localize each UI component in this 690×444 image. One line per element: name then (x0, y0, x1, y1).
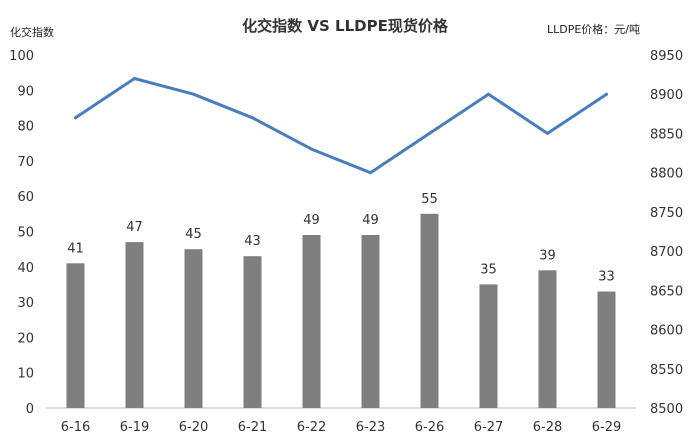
bar-value-label: 33 (598, 270, 615, 285)
price-point-6-23 (369, 171, 372, 175)
right-y-tick-label: 8500 (650, 402, 683, 417)
bar-6-19 (125, 242, 144, 408)
right-axis-title: LLDPE价格：元/吨 (547, 22, 640, 36)
left-y-tick-label: 50 (17, 226, 34, 241)
price-point-6-29 (605, 92, 608, 96)
bar-6-20 (184, 249, 203, 408)
left-y-tick-label: 80 (17, 120, 34, 135)
x-tick-label: 6-21 (238, 420, 268, 435)
bar-6-28 (538, 270, 557, 408)
price-line-group (74, 77, 608, 175)
bar-value-label: 55 (421, 192, 438, 207)
left-axis-title: 化交指数 (10, 25, 54, 39)
x-tick-labels: 6-16 6-19 6-20 6-21 6-22 6-23 6-26 6-27 6-28 6-29 (61, 420, 622, 435)
right-y-tick-label: 8650 (650, 284, 683, 299)
bars-group (66, 213, 616, 408)
bar-6-16 (66, 263, 85, 408)
bar-value-label: 45 (185, 227, 202, 242)
bar-6-29 (597, 291, 616, 408)
bar-value-label: 35 (480, 262, 497, 277)
x-tick-label: 6-26 (415, 420, 445, 435)
price-point-6-19 (133, 77, 136, 80)
price-point-6-22 (310, 147, 313, 151)
bar-value-label: 43 (244, 234, 261, 249)
left-y-tick-label: 60 (17, 190, 34, 205)
right-y-tick-label: 8750 (650, 206, 683, 221)
x-tick-label: 6-22 (297, 420, 327, 435)
price-point-6-26 (428, 131, 431, 135)
bar-value-label: 49 (362, 213, 379, 228)
right-y-tick-label: 8900 (650, 88, 683, 103)
price-point-6-28 (546, 131, 549, 135)
x-tick-label: 6-28 (533, 420, 563, 435)
left-y-tick-label: 40 (17, 261, 34, 276)
x-tick-label: 6-16 (61, 420, 91, 435)
left-y-tick-label: 10 (17, 367, 34, 382)
x-tick-label: 6-27 (474, 420, 504, 435)
bar-6-21 (243, 256, 262, 408)
price-point-6-20 (192, 92, 195, 96)
left-y-tick-label: 20 (17, 331, 34, 346)
left-y-tick-label: 100 (9, 49, 34, 64)
left-y-tick-label: 30 (17, 296, 34, 311)
right-y-tick-labels: 8500 8550 8600 8650 8700 8750 8800 8850 8900 8950 (650, 49, 683, 417)
right-y-tick-label: 8700 (650, 245, 683, 260)
bar-6-22 (302, 235, 321, 408)
bar-6-23 (361, 235, 380, 408)
bar-value-label: 41 (67, 241, 84, 256)
bar-6-27 (479, 284, 498, 408)
right-y-tick-label: 8550 (650, 363, 683, 378)
price-point-6-16 (74, 116, 77, 120)
right-y-tick-label: 8950 (650, 49, 683, 64)
price-point-6-21 (251, 116, 254, 120)
left-y-tick-label: 70 (17, 155, 34, 170)
bar-labels-group: 41 47 45 43 49 49 55 35 39 33 (67, 192, 615, 285)
bar-value-label: 47 (126, 220, 143, 235)
right-y-tick-label: 8800 (650, 167, 683, 182)
right-y-tick-label: 8600 (650, 324, 683, 339)
bar-6-26 (420, 213, 439, 408)
price-line (74, 77, 608, 175)
left-y-tick-label: 90 (17, 84, 34, 99)
x-tick-label: 6-20 (179, 420, 209, 435)
bar-value-label: 39 (539, 248, 556, 263)
price-point-6-27 (487, 92, 490, 96)
left-y-tick-labels: 0 10 20 30 40 50 60 70 80 90 100 (9, 49, 34, 417)
left-y-tick-label: 0 (26, 402, 34, 417)
bar-value-label: 49 (303, 213, 320, 228)
x-tick-label: 6-19 (120, 420, 150, 435)
x-tick-label: 6-29 (592, 420, 622, 435)
x-tick-label: 6-23 (356, 420, 386, 435)
right-y-tick-label: 8850 (650, 127, 683, 142)
chart-title: 化交指数 VS LLDPE现货价格 (242, 17, 449, 35)
